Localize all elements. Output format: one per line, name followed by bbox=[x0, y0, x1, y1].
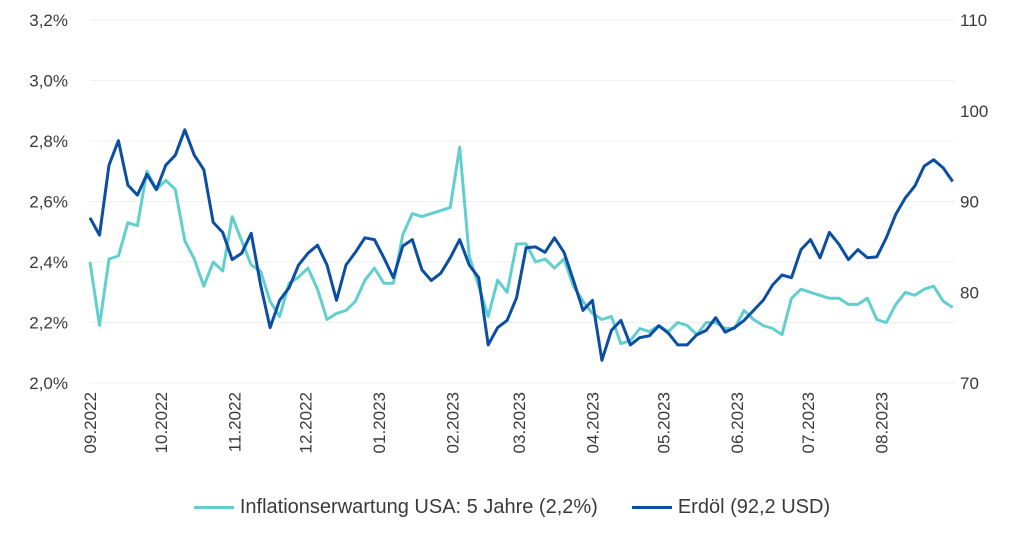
x-axis: 09.2022 10.2022 11.2022 12.2022 01.2023 02.20… bbox=[81, 392, 892, 453]
legend-item-inflation: Inflationserwartung USA: 5 Jahre (2,2%) bbox=[193, 496, 598, 519]
series-line-inflation bbox=[88, 145, 954, 346]
legend: Inflationserwartung USA: 5 Jahre (2,2%) … bbox=[0, 496, 1024, 519]
legend-item-oil: Erdöl (92,2 USD) bbox=[631, 496, 831, 519]
left-tick-label: 2,8% bbox=[29, 132, 68, 151]
left-axis: 2,0% 2,2% 2,4% 2,6% 2,8% 3,0% 3,2% bbox=[29, 11, 68, 393]
right-tick-label: 100 bbox=[960, 102, 988, 121]
legend-swatch-inflation bbox=[193, 506, 234, 509]
x-tick-label: 09.2022 bbox=[81, 392, 100, 453]
x-tick-label: 10.2022 bbox=[152, 392, 171, 453]
right-axis: 70 80 90 100 110 bbox=[960, 11, 988, 393]
series-line-oil bbox=[88, 128, 954, 362]
left-tick-label: 3,0% bbox=[29, 72, 68, 91]
x-tick-label: 01.2023 bbox=[370, 392, 389, 453]
x-tick-label: 11.2022 bbox=[226, 392, 245, 452]
right-tick-label: 70 bbox=[960, 374, 979, 393]
legend-label-inflation: Inflationserwartung USA: 5 Jahre (2,2%) bbox=[239, 496, 598, 518]
x-tick-label: 08.2023 bbox=[873, 392, 892, 453]
left-tick-label: 2,6% bbox=[29, 193, 68, 212]
left-tick-label: 2,4% bbox=[29, 253, 68, 272]
right-tick-label: 80 bbox=[960, 283, 979, 302]
x-tick-label: 12.2022 bbox=[297, 392, 316, 453]
x-tick-label: 05.2023 bbox=[655, 392, 674, 453]
x-tick-label: 03.2023 bbox=[510, 392, 529, 453]
right-tick-label: 90 bbox=[960, 193, 979, 212]
legend-label-oil: Erdöl (92,2 USD) bbox=[677, 496, 831, 518]
right-tick-label: 110 bbox=[960, 11, 987, 30]
left-tick-label: 3,2% bbox=[29, 11, 68, 30]
legend-swatch-oil bbox=[631, 506, 672, 509]
series-lines bbox=[88, 128, 954, 362]
left-tick-label: 2,2% bbox=[29, 314, 68, 333]
x-tick-label: 07.2023 bbox=[799, 392, 818, 453]
x-tick-label: 04.2023 bbox=[583, 392, 602, 453]
x-tick-label: 02.2023 bbox=[444, 392, 463, 453]
x-tick-label: 06.2023 bbox=[728, 392, 747, 453]
left-tick-label: 2,0% bbox=[29, 374, 68, 393]
gridlines bbox=[90, 19, 955, 384]
